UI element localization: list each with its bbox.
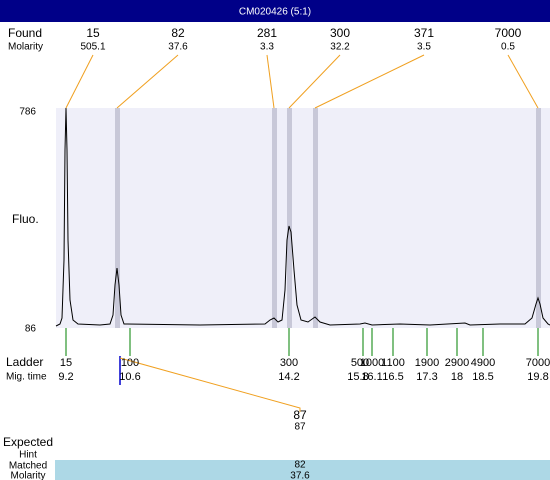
peak-size: 281 [257, 26, 277, 40]
peak-molarity: 3.3 [260, 42, 274, 53]
ladder-size: 4900 [471, 357, 495, 369]
ladder-size: 1900 [415, 357, 439, 369]
hint-value: 87 [294, 422, 306, 433]
peak-size: 82 [171, 26, 185, 40]
expected-value: 87 [293, 408, 307, 422]
peak-link [266, 54, 275, 109]
y-top-label: 786 [19, 107, 36, 118]
mig-time-label: Mig. time [6, 372, 47, 383]
hint-label: Hint [19, 450, 37, 461]
ladder-time: 9.2 [58, 371, 73, 383]
peak-band [287, 108, 292, 328]
ladder-size: 1000 [360, 357, 384, 369]
ladder-size: 15 [60, 357, 72, 369]
peak-molarity: 505.1 [80, 42, 105, 53]
peak-link [507, 54, 539, 109]
matched-label: Matched [9, 461, 47, 472]
peak-molarity: 32.2 [330, 42, 350, 53]
ladder-size: 500 [351, 357, 369, 369]
ladder-size: 2900 [445, 357, 469, 369]
peak-band [313, 108, 318, 328]
y-axis-label: Fluo. [12, 212, 39, 226]
ladder-time: 16.5 [382, 371, 403, 383]
peak-size: 300 [330, 26, 350, 40]
ladder-time: 17.3 [416, 371, 437, 383]
peak-size: 15 [86, 26, 100, 40]
peak-band [115, 108, 120, 328]
peak-molarity: 0.5 [501, 42, 515, 53]
peak-band [536, 108, 541, 328]
peak-link [65, 54, 94, 109]
ladder-size: 1100 [381, 357, 405, 369]
ladder-time: 18 [451, 371, 463, 383]
ladder-size: 300 [280, 357, 298, 369]
matched-highlight [55, 460, 550, 480]
ladder-time: 18.5 [472, 371, 493, 383]
title-bar [0, 0, 550, 22]
expected-label: Expected [3, 435, 53, 449]
peak-size: 7000 [495, 26, 522, 40]
peak-molarity: 37.6 [168, 42, 188, 53]
selection-link [119, 357, 301, 412]
molarity-row-label: Molarity [10, 471, 45, 480]
peak-molarity: 3.5 [417, 42, 431, 53]
ladder-time: 14.2 [278, 371, 299, 383]
ladder-time: 15.8 [347, 371, 368, 383]
title: CM020426 (5:1) [239, 7, 311, 18]
trace [55, 107, 550, 327]
ladder-time: 19.8 [527, 371, 548, 383]
peak-link [288, 54, 341, 109]
ladder-size: 100 [121, 357, 139, 369]
ladder-size: 7000 [526, 357, 550, 369]
peak-link [314, 54, 425, 109]
ladder-time: 10.6 [119, 371, 140, 383]
found-label: Found [8, 26, 42, 40]
peak-band [272, 108, 277, 328]
peak-link [116, 54, 179, 109]
y-bottom-label: 86 [25, 324, 37, 335]
ladder-label: Ladder [6, 355, 43, 369]
molarity-label: Molarity [8, 42, 43, 53]
molarity-value: 37.6 [290, 471, 310, 480]
matched-value: 82 [294, 460, 306, 471]
plot-area [56, 108, 550, 328]
ladder-time: 16.1 [361, 371, 382, 383]
peak-size: 371 [414, 26, 434, 40]
